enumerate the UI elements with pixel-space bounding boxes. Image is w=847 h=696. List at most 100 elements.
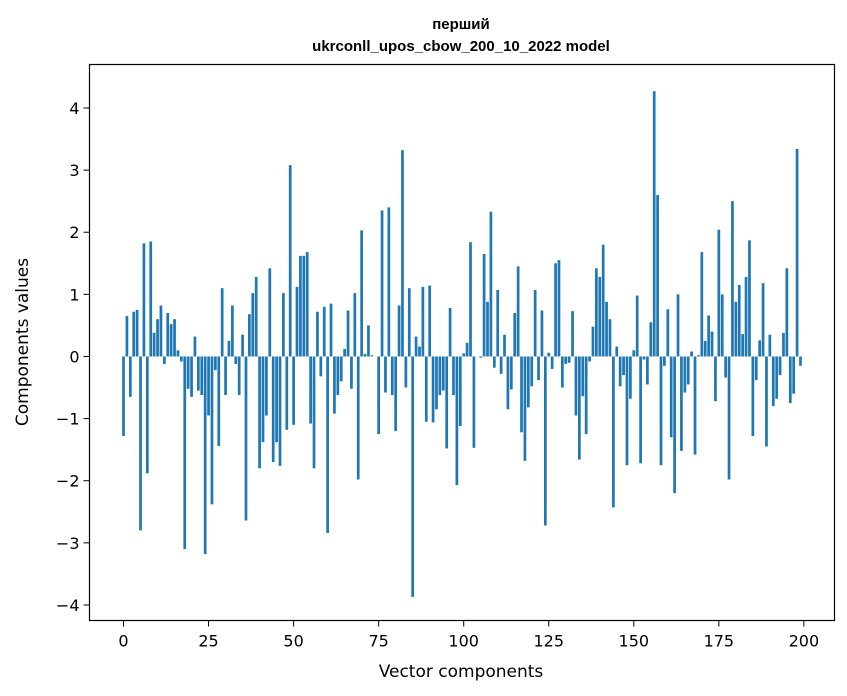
x-axis-label: Vector components bbox=[379, 662, 544, 682]
bar bbox=[156, 319, 159, 357]
bar bbox=[765, 356, 768, 447]
bar bbox=[649, 322, 653, 357]
bar bbox=[676, 294, 680, 357]
bar bbox=[190, 356, 193, 397]
bar bbox=[377, 356, 381, 435]
bar bbox=[438, 356, 442, 395]
bar bbox=[669, 356, 673, 438]
bar bbox=[543, 356, 547, 526]
bar bbox=[697, 355, 700, 357]
bar bbox=[312, 356, 316, 469]
bar bbox=[731, 201, 734, 357]
bar bbox=[448, 308, 452, 357]
bar bbox=[336, 356, 340, 395]
bar bbox=[482, 253, 486, 357]
bar bbox=[693, 356, 697, 455]
bar bbox=[363, 353, 367, 357]
bar bbox=[717, 229, 721, 357]
bar bbox=[404, 356, 408, 388]
bar bbox=[591, 326, 595, 357]
bar bbox=[503, 334, 506, 357]
bar bbox=[203, 356, 207, 555]
bar bbox=[193, 336, 197, 357]
bar bbox=[554, 263, 557, 357]
bar bbox=[799, 356, 802, 366]
bar bbox=[666, 309, 670, 357]
bar bbox=[751, 356, 755, 436]
bar bbox=[465, 342, 469, 357]
bar bbox=[680, 356, 683, 451]
bar bbox=[618, 356, 622, 387]
bar bbox=[326, 356, 329, 533]
bar bbox=[455, 356, 459, 486]
bar bbox=[530, 356, 534, 387]
bar bbox=[714, 356, 717, 402]
bar bbox=[782, 332, 785, 357]
y-tick-label: 3 bbox=[69, 161, 79, 180]
y-tick-label: −1 bbox=[56, 410, 80, 429]
bar bbox=[122, 356, 125, 436]
bar bbox=[761, 283, 765, 357]
bar bbox=[145, 356, 149, 474]
bar bbox=[479, 356, 483, 358]
bar bbox=[690, 351, 693, 357]
bar bbox=[632, 350, 636, 357]
bar bbox=[179, 356, 183, 362]
bar bbox=[700, 252, 704, 357]
bar bbox=[605, 301, 608, 357]
bar bbox=[656, 194, 659, 357]
bar bbox=[418, 346, 421, 357]
bar bbox=[533, 290, 537, 357]
chart-subtitle: ukrconll_upos_cbow_200_10_2022 model bbox=[312, 38, 610, 55]
bar bbox=[462, 353, 466, 357]
bar bbox=[686, 356, 690, 385]
bar bbox=[241, 334, 244, 357]
bar bbox=[509, 356, 513, 390]
bar bbox=[598, 276, 602, 357]
bar bbox=[496, 290, 500, 357]
bar bbox=[795, 148, 799, 357]
bar bbox=[411, 356, 415, 597]
bar bbox=[244, 356, 248, 521]
bar bbox=[792, 356, 796, 394]
y-tick-label: −4 bbox=[56, 596, 80, 615]
bar bbox=[506, 356, 510, 410]
x-tick-label: 200 bbox=[789, 632, 820, 651]
bar bbox=[724, 356, 727, 378]
bar bbox=[673, 356, 676, 494]
bar bbox=[173, 319, 176, 357]
bar bbox=[305, 252, 309, 357]
bar bbox=[254, 276, 258, 357]
bar bbox=[652, 91, 656, 357]
bar bbox=[343, 349, 346, 357]
bar bbox=[407, 288, 411, 357]
bar bbox=[622, 356, 625, 376]
bar bbox=[356, 356, 360, 480]
bar bbox=[547, 352, 551, 357]
x-axis-ticks: 0 25 50 75 100 125 150 175 200 bbox=[118, 620, 820, 651]
bars-group bbox=[122, 91, 802, 597]
bar bbox=[584, 356, 588, 435]
bar bbox=[489, 211, 493, 357]
bar bbox=[234, 356, 238, 364]
bar bbox=[176, 350, 180, 357]
bar bbox=[720, 294, 724, 357]
bar bbox=[452, 356, 455, 395]
bar bbox=[183, 356, 187, 550]
bar bbox=[210, 356, 214, 505]
bar bbox=[285, 356, 289, 430]
bar bbox=[360, 230, 364, 357]
bar bbox=[737, 285, 741, 357]
bar bbox=[629, 356, 632, 399]
bar bbox=[333, 356, 336, 414]
bar bbox=[520, 356, 523, 433]
bar bbox=[516, 266, 520, 357]
bar bbox=[295, 286, 299, 357]
bar bbox=[683, 356, 687, 393]
bar bbox=[557, 260, 561, 357]
bar bbox=[435, 356, 438, 410]
bar bbox=[574, 356, 578, 416]
bar bbox=[775, 356, 779, 399]
bar bbox=[268, 268, 272, 357]
bar bbox=[421, 286, 425, 357]
